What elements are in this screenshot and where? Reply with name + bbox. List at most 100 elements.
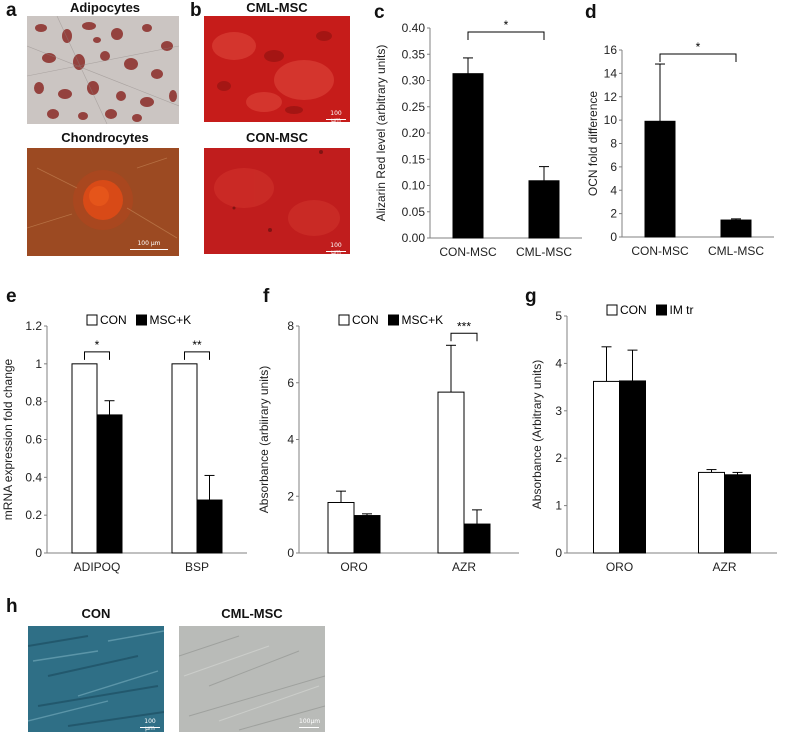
y-tick-label: 0.00 bbox=[402, 231, 426, 245]
panel-letter-g: g bbox=[525, 286, 537, 307]
x-tick-label: AZR bbox=[452, 560, 476, 574]
bar bbox=[327, 501, 355, 554]
y-tick-label: 0.4 bbox=[25, 470, 42, 484]
y-tick-label: 1.2 bbox=[25, 319, 42, 333]
con-msc-background bbox=[204, 148, 350, 254]
h-cml-msc-scale-line bbox=[299, 727, 319, 728]
y-tick-label: 1 bbox=[555, 499, 562, 513]
y-tick-label: 0.6 bbox=[25, 433, 42, 447]
significance-bracket bbox=[450, 332, 478, 342]
h-con-scale-label: 100 µm bbox=[144, 718, 156, 732]
y-tick-label: 14 bbox=[604, 66, 618, 80]
adipocytes-micrograph bbox=[27, 16, 179, 124]
panel-letter-c: c bbox=[374, 2, 385, 23]
legend-swatch bbox=[136, 314, 147, 326]
significance-marker: *** bbox=[457, 319, 471, 333]
bar bbox=[196, 499, 223, 554]
y-axis-label: Absorbance (arbiirary units) bbox=[257, 366, 271, 513]
bar bbox=[171, 363, 198, 554]
panel-letter-b: b bbox=[190, 0, 202, 21]
h-con-scale-line bbox=[140, 727, 160, 728]
legend-swatch bbox=[656, 304, 667, 316]
y-tick-label: 16 bbox=[604, 43, 618, 57]
y-axis-label: mRNA expression fold change bbox=[1, 358, 15, 520]
x-tick-label: AZR bbox=[713, 560, 737, 574]
h-con-light-streaks bbox=[28, 630, 164, 722]
bar bbox=[593, 380, 620, 554]
x-tick-label: ADIPOQ bbox=[74, 560, 121, 574]
significance-marker: * bbox=[504, 18, 509, 32]
x-tick-label: CML-MSC bbox=[516, 245, 572, 259]
chondrocytes-image bbox=[27, 148, 179, 256]
y-tick-label: 8 bbox=[610, 137, 617, 151]
y-tick-label: 3 bbox=[555, 404, 562, 418]
significance-bracket bbox=[467, 31, 545, 40]
x-tick-label: CON-MSC bbox=[439, 245, 497, 259]
y-tick-label: 0.05 bbox=[402, 205, 426, 219]
cell-outlines bbox=[27, 16, 179, 124]
cml-msc-light-patches bbox=[212, 32, 334, 112]
bar bbox=[724, 474, 751, 554]
cml-msc-dark-deposits bbox=[217, 31, 332, 114]
legend-swatch bbox=[338, 314, 350, 326]
h-cml-msc-micrograph bbox=[179, 626, 325, 732]
y-tick-label: 2 bbox=[555, 451, 562, 465]
y-tick-label: 4 bbox=[610, 183, 617, 197]
legend-label: CON bbox=[620, 303, 647, 317]
cell-strands bbox=[27, 157, 178, 239]
con-msc-scale-line bbox=[326, 251, 346, 252]
legend-swatch bbox=[86, 314, 98, 326]
y-tick-label: 2 bbox=[287, 489, 294, 503]
bar bbox=[644, 120, 676, 238]
con-msc-alizarin-image bbox=[204, 148, 350, 254]
chondrocytes-title: Chondrocytes bbox=[61, 130, 149, 145]
pellet-core bbox=[89, 186, 109, 206]
significance-bracket bbox=[84, 351, 110, 360]
y-tick-label: 0.35 bbox=[402, 47, 426, 61]
cml-msc-scale-label: 100 µm bbox=[330, 110, 342, 124]
y-tick-label: 12 bbox=[604, 90, 618, 104]
adipocytes-title: Adipocytes bbox=[69, 0, 141, 15]
cml-msc-title: CML-MSC bbox=[246, 0, 308, 15]
y-tick-label: 0 bbox=[555, 546, 562, 560]
y-tick-label: 8 bbox=[287, 319, 294, 333]
y-tick-label: 5 bbox=[555, 309, 562, 323]
lipid-droplets bbox=[34, 22, 177, 122]
y-tick-label: 0.2 bbox=[25, 508, 42, 522]
y-tick-label: 0.30 bbox=[402, 74, 426, 88]
h-cml-msc-scale-bar: 100µm bbox=[299, 718, 321, 728]
y-tick-label: 0 bbox=[287, 546, 294, 560]
x-tick-label: CML-MSC bbox=[708, 244, 764, 258]
bar bbox=[452, 73, 484, 239]
h-con-scale-bar: 100 µm bbox=[140, 718, 160, 732]
y-tick-label: 0.20 bbox=[402, 126, 426, 140]
cml-msc-alizarin-image bbox=[204, 16, 350, 122]
con-msc-title: CON-MSC bbox=[245, 130, 309, 145]
y-tick-label: 0 bbox=[610, 230, 617, 244]
y-axis-label: OCN fold difference bbox=[586, 91, 600, 196]
legend-label: MSC+K bbox=[402, 313, 444, 327]
chondrocytes-scale-line bbox=[130, 249, 168, 250]
y-tick-label: 0 bbox=[35, 546, 42, 560]
y-tick-label: 4 bbox=[555, 356, 562, 370]
con-msc-scale-label: 100 µm bbox=[330, 242, 342, 256]
significance-marker: * bbox=[95, 338, 100, 352]
legend-label: IM tr bbox=[670, 303, 694, 317]
y-tick-label: 0.40 bbox=[402, 21, 426, 35]
cml-msc-scale-line bbox=[326, 119, 346, 120]
legend-swatch bbox=[606, 304, 618, 316]
chondrocytes-micrograph bbox=[27, 148, 179, 256]
x-tick-label: CON-MSC bbox=[631, 244, 689, 258]
panel-letter-f: f bbox=[263, 286, 270, 307]
y-tick-label: 0.25 bbox=[402, 100, 426, 114]
bar bbox=[96, 414, 123, 554]
x-tick-label: ORO bbox=[340, 560, 367, 574]
significance-marker: ** bbox=[192, 338, 202, 352]
con-msc-scale-bar: 100 µm bbox=[326, 242, 346, 256]
h-cml-msc-scale-label: 100µm bbox=[299, 718, 321, 725]
h-cml-msc-background bbox=[179, 626, 325, 732]
